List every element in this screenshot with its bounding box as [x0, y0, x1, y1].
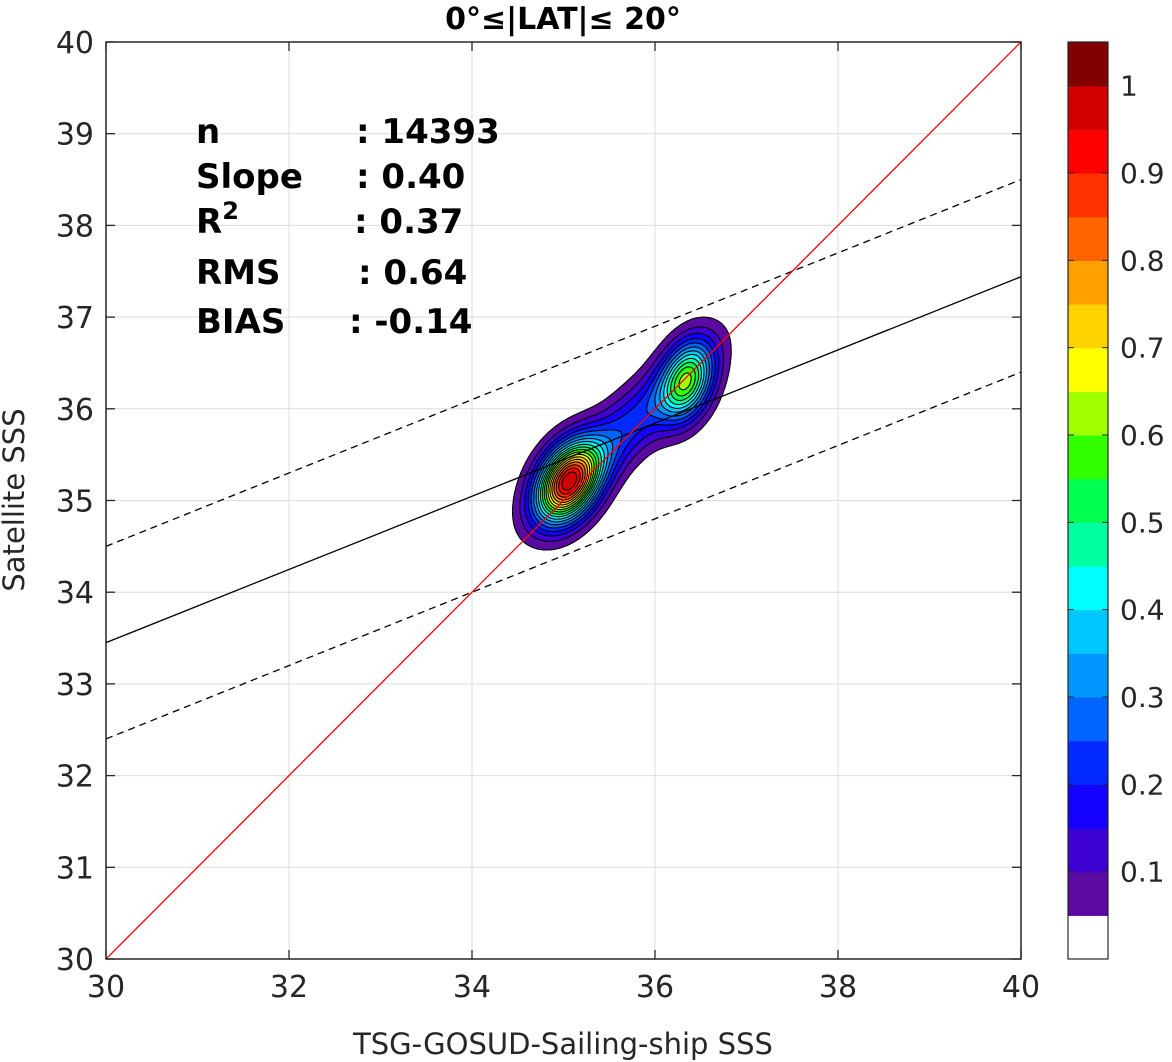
y-tick-label: 33 [56, 668, 94, 703]
y-tick-label: 32 [56, 760, 94, 795]
colorbar-segment [1068, 260, 1108, 305]
colorbar-segment [1068, 915, 1108, 960]
colorbar-segment [1068, 784, 1108, 829]
y-tick-label: 37 [56, 301, 94, 336]
y-tick-label: 36 [56, 393, 94, 428]
colorbar-segment [1068, 871, 1108, 916]
axis-ticks: 30 32 34 36 38 40 30 31 32 33 34 35 36 37 38 39 40 [56, 26, 1040, 1005]
y-tick-label: 31 [56, 851, 94, 886]
colorbar-segment [1068, 42, 1108, 87]
stat-value: : 0.40 [356, 157, 465, 197]
colorbar-segment [1068, 478, 1108, 523]
colorbar-segment [1068, 129, 1108, 174]
colorbar-segment [1068, 391, 1108, 436]
colorbar-segment [1068, 435, 1108, 480]
stat-value: : -0.14 [349, 302, 472, 342]
colorbar-tick-label: 0.4 [1120, 594, 1165, 627]
colorbar-tick-label: 1 [1120, 70, 1138, 103]
x-tick-label: 38 [819, 970, 857, 1005]
colorbar-segment [1068, 653, 1108, 698]
y-tick-label: 40 [56, 26, 94, 61]
colorbar-segment [1068, 173, 1108, 218]
stat-label: BIAS [196, 302, 285, 342]
y-tick-label: 35 [56, 485, 94, 520]
x-axis-label: TSG-GOSUD-Sailing-ship SSS [352, 1027, 773, 1061]
y-tick-label: 34 [56, 576, 94, 611]
colorbar-tick-label: 0.5 [1120, 506, 1165, 539]
fit-line [106, 276, 1021, 644]
identity-line [106, 42, 1021, 959]
contour-level [561, 471, 578, 491]
x-tick-label: 34 [453, 970, 491, 1005]
colorbar-frame [1067, 41, 1109, 960]
colorbar-tick-label: 0.1 [1120, 856, 1165, 889]
colorbar-segment [1068, 304, 1108, 349]
stat-value: : 0.64 [358, 253, 467, 293]
colorbar-segment [1068, 697, 1108, 742]
colorbar-segment [1068, 216, 1108, 261]
x-tick-label: 36 [636, 970, 674, 1005]
fit-upper-line [106, 178, 1021, 547]
fit-lower-line [106, 371, 1021, 740]
y-tick-label: 39 [56, 118, 94, 153]
colorbar-tick-label: 0.6 [1120, 419, 1165, 452]
density-contours [511, 316, 732, 551]
colorbar-segment [1068, 740, 1108, 785]
x-tick-label: 30 [87, 970, 125, 1005]
colorbar-segment [1068, 522, 1108, 567]
colorbar-segment [1068, 85, 1108, 130]
stat-label: n [196, 112, 220, 152]
stat-label: RMS [196, 253, 281, 293]
colorbar: 0.1 0.2 0.3 0.4 0.5 0.6 0.7 0.8 0.9 1 [1067, 41, 1165, 960]
colorbar-segment [1068, 347, 1108, 392]
stat-label: Slope [196, 157, 303, 197]
colorbar-tick-label: 0.3 [1120, 681, 1165, 714]
colorbar-tick-label: 0.8 [1120, 244, 1165, 277]
x-tick-label: 40 [1002, 970, 1040, 1005]
y-tick-label: 30 [56, 943, 94, 978]
y-tick-label: 38 [56, 209, 94, 244]
stat-value: : 14393 [356, 112, 500, 152]
colorbar-tick-label: 0.2 [1120, 768, 1165, 801]
colorbar-segment [1068, 828, 1108, 873]
x-tick-label: 32 [270, 970, 308, 1005]
colorbar-segment [1068, 566, 1108, 611]
stat-value: : 0.37 [354, 202, 463, 242]
colorbar-tick-label: 0.7 [1120, 332, 1165, 365]
colorbar-tick-label: 0.9 [1120, 157, 1165, 190]
grid-lines [106, 42, 1021, 959]
chart-title: 0°≤|LAT|≤ 20° [445, 2, 681, 37]
contour-level [678, 372, 692, 391]
colorbar-segment [1068, 609, 1108, 654]
y-axis-label: Satellite SSS [0, 408, 31, 591]
reference-lines [106, 42, 1021, 959]
